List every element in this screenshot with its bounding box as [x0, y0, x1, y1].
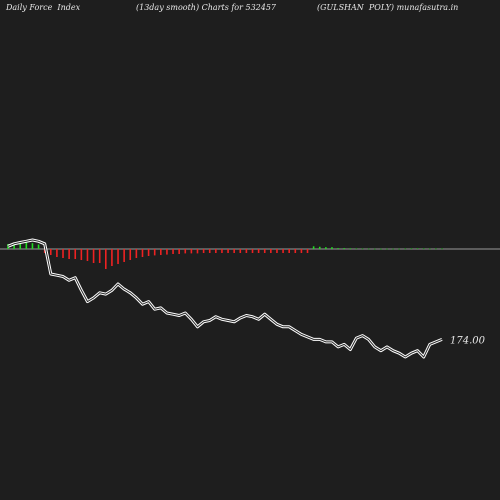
force-bar: [62, 249, 64, 258]
force-bar: [435, 248, 437, 250]
force-bar: [80, 249, 83, 260]
force-bar: [190, 249, 193, 254]
force-bar: [233, 249, 235, 253]
force-bar: [202, 249, 205, 253]
force-bar: [337, 248, 339, 249]
force-bar: [386, 248, 388, 250]
force-bar: [86, 249, 89, 261]
force-bar: [160, 249, 162, 255]
force-bar: [276, 249, 278, 253]
force-bar: [74, 249, 77, 259]
force-bar: [49, 249, 52, 255]
force-bar: [263, 249, 266, 253]
force-bar: [227, 249, 229, 253]
force-bar: [56, 249, 58, 257]
force-bar: [37, 244, 40, 249]
force-bar: [105, 249, 107, 269]
force-bar: [245, 249, 248, 253]
force-bar: [349, 248, 352, 249]
force-bar: [300, 249, 303, 253]
force-bar: [184, 249, 187, 254]
force-bar: [215, 249, 217, 253]
force-bar: [398, 248, 401, 250]
force-bar: [172, 249, 174, 254]
force-bar: [147, 249, 150, 256]
force-bar: [428, 248, 431, 250]
force-bar: [7, 244, 9, 249]
price-line-core: [7, 239, 443, 358]
force-bar: [123, 249, 125, 262]
force-bar: [325, 247, 327, 249]
force-bar: [257, 249, 260, 253]
force-bar: [98, 249, 101, 263]
force-bar: [380, 248, 382, 250]
force-bar: [361, 248, 364, 250]
force-bar: [141, 249, 144, 257]
force-bar: [367, 248, 370, 250]
force-bar: [288, 249, 290, 253]
price-line: [7, 238, 443, 359]
force-bar: [117, 249, 119, 264]
force-bar: [294, 249, 297, 253]
chart-company-title: (GULSHAN POLY) munafasutra.in: [317, 3, 459, 12]
force-bar: [343, 248, 345, 249]
chart-symbol-title: (13day smooth) Charts for 532457: [136, 3, 277, 12]
force-bar: [135, 249, 138, 258]
force-bar: [68, 249, 70, 259]
force-bar: [92, 249, 95, 263]
force-bar: [153, 249, 156, 256]
force-bar: [282, 249, 284, 253]
force-bar: [25, 241, 28, 249]
force-bar: [13, 243, 15, 249]
force-bar: [178, 249, 180, 254]
force-bar: [31, 243, 34, 249]
force-bar: [196, 249, 199, 254]
force-bar: [422, 248, 425, 250]
force-bar: [312, 246, 315, 249]
last-value-label: 174.00: [450, 335, 486, 346]
force-bar: [221, 249, 223, 253]
force-bar: [306, 249, 309, 253]
force-bar: [129, 249, 132, 260]
force-bar: [404, 248, 407, 250]
force-bar: [166, 249, 168, 255]
force-bar: [331, 247, 333, 249]
force-bar: [251, 249, 254, 253]
force-bar: [111, 249, 113, 266]
force-bar: [392, 248, 394, 250]
force-bar: [318, 246, 321, 249]
force-bar: [19, 242, 22, 249]
force-bar: [410, 248, 413, 250]
force-bar: [208, 249, 211, 253]
force-bar: [270, 249, 272, 253]
chart-type-title: Daily Force Index: [6, 3, 81, 12]
force-bar: [373, 248, 376, 250]
force-bar: [416, 248, 419, 249]
force-bar: [239, 249, 242, 253]
force-bar: [355, 248, 358, 250]
force-bar: [441, 248, 443, 250]
